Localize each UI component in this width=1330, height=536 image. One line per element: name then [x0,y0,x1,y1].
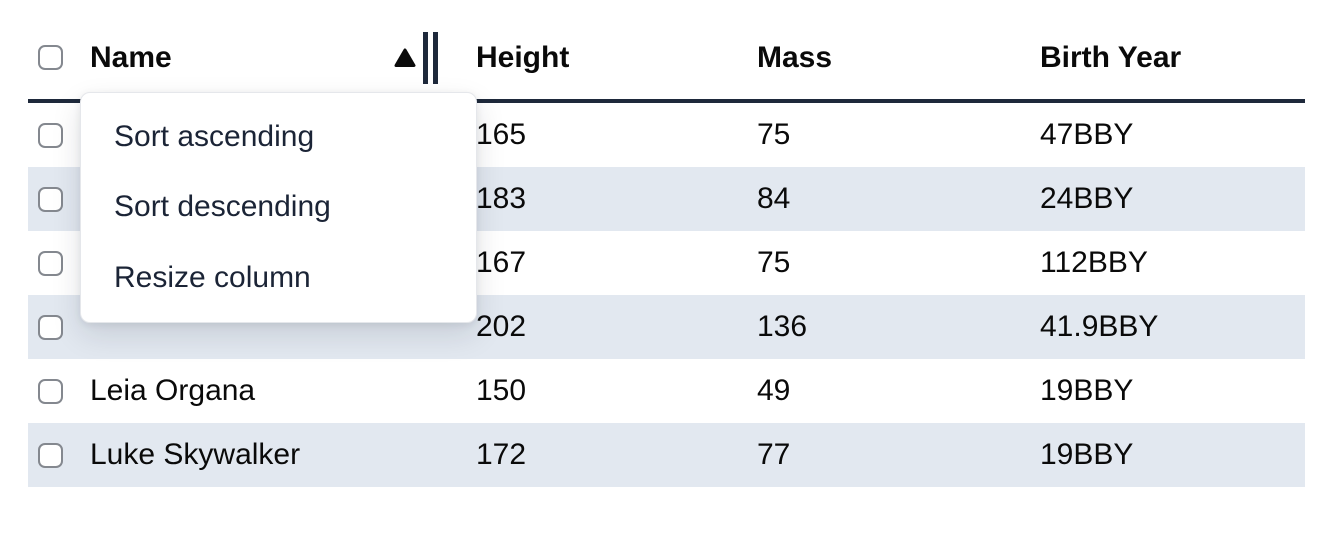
name-value: Obi-Wan Kenobi [90,502,309,505]
height-cell: 202 [476,310,757,344]
mass-value: 84 [757,182,791,215]
resize-bar-icon [433,31,438,84]
sort-ascending-icon[interactable] [394,48,416,68]
birth-year-cell: 41.9BBY [1040,310,1305,344]
column-resize-handle[interactable] [423,31,438,84]
mass-value: 77 [757,502,790,505]
height-cell: 150 [476,374,757,408]
mass-cell: 84 [757,182,1040,216]
row-checkbox-cell [28,314,90,340]
height-cell: 183 [476,182,757,216]
birth-year-value: 19BBY [1040,438,1134,471]
table-row: Leia Organa 150 49 19BBY [28,359,1305,423]
name-value: Luke Skywalker [90,438,301,471]
row-checkbox[interactable] [38,122,63,148]
mass-value: 136 [757,310,808,343]
column-header-height-label: Height [476,40,570,74]
column-header-birth-year[interactable]: Birth Year [1040,41,1305,75]
mass-cell: 75 [757,246,1040,280]
mass-cell: 75 [757,118,1040,152]
row-checkbox-cell [28,122,90,148]
birth-year-value: 41.9BBY [1040,310,1159,343]
menu-item-resize-column[interactable]: Resize column [114,260,311,294]
column-header-name[interactable]: Name [90,16,476,99]
height-value: 182 [476,502,526,505]
height-cell: 172 [476,438,757,472]
table-row: Obi-Wan Kenobi 182 77 57BBY [28,487,1305,505]
row-checkbox-cell [28,442,90,468]
select-all-checkbox[interactable] [38,45,63,70]
header-checkbox-cell [28,45,90,70]
height-cell: 165 [476,118,757,152]
row-checkbox[interactable] [38,250,63,276]
table-row: Luke Skywalker 172 77 19BBY [28,423,1305,487]
row-checkbox[interactable] [38,378,63,404]
row-checkbox-cell [28,378,90,404]
birth-year-value: 47BBY [1040,118,1134,151]
column-header-birth-year-label: Birth Year [1040,40,1182,74]
height-cell: 167 [476,246,757,280]
birth-year-value: 112BBY [1040,246,1148,279]
birth-year-value: 24BBY [1040,182,1134,215]
birth-year-value: 57BBY [1040,502,1133,505]
height-value: 202 [476,310,527,343]
row-checkbox[interactable] [38,186,63,212]
height-value: 150 [476,374,527,407]
menu-item-sort-descending[interactable]: Sort descending [114,190,331,224]
column-header-name-label: Name [90,40,172,74]
birth-year-cell: 19BBY [1040,438,1305,472]
mass-cell: 77 [757,502,1040,505]
birth-year-cell: 57BBY [1040,502,1305,505]
mass-value: 75 [757,118,791,151]
height-value: 172 [476,438,527,471]
column-header-height[interactable]: Height [476,41,757,75]
column-header-mass[interactable]: Mass [757,41,1040,75]
menu-item-sort-ascending[interactable]: Sort ascending [114,120,315,154]
birth-year-cell: 112BBY [1040,246,1305,280]
name-cell: Obi-Wan Kenobi [90,487,476,505]
mass-value: 75 [757,246,791,279]
mass-cell: 77 [757,438,1040,472]
column-context-menu: Sort ascending Sort descending Resize co… [80,92,477,323]
name-cell: Leia Organa [90,359,476,423]
mass-cell: 49 [757,374,1040,408]
birth-year-value: 19BBY [1040,374,1134,407]
table-header-row: Name Height Mass Birth Year [28,0,1305,103]
name-value: Leia Organa [90,374,256,407]
birth-year-cell: 47BBY [1040,118,1305,152]
height-value: 165 [476,118,527,151]
row-checkbox[interactable] [38,314,63,340]
resize-bar-icon [423,31,428,84]
row-checkbox-cell [28,250,90,276]
birth-year-cell: 24BBY [1040,182,1305,216]
height-value: 183 [476,182,527,215]
height-value: 167 [476,246,527,279]
height-cell: 182 [476,502,757,505]
row-checkbox-cell [28,186,90,212]
mass-value: 77 [757,438,791,471]
mass-cell: 136 [757,310,1040,344]
mass-value: 49 [757,374,791,407]
row-checkbox[interactable] [38,442,63,468]
name-cell: Luke Skywalker [90,423,476,487]
birth-year-cell: 19BBY [1040,374,1305,408]
column-header-mass-label: Mass [757,40,833,74]
